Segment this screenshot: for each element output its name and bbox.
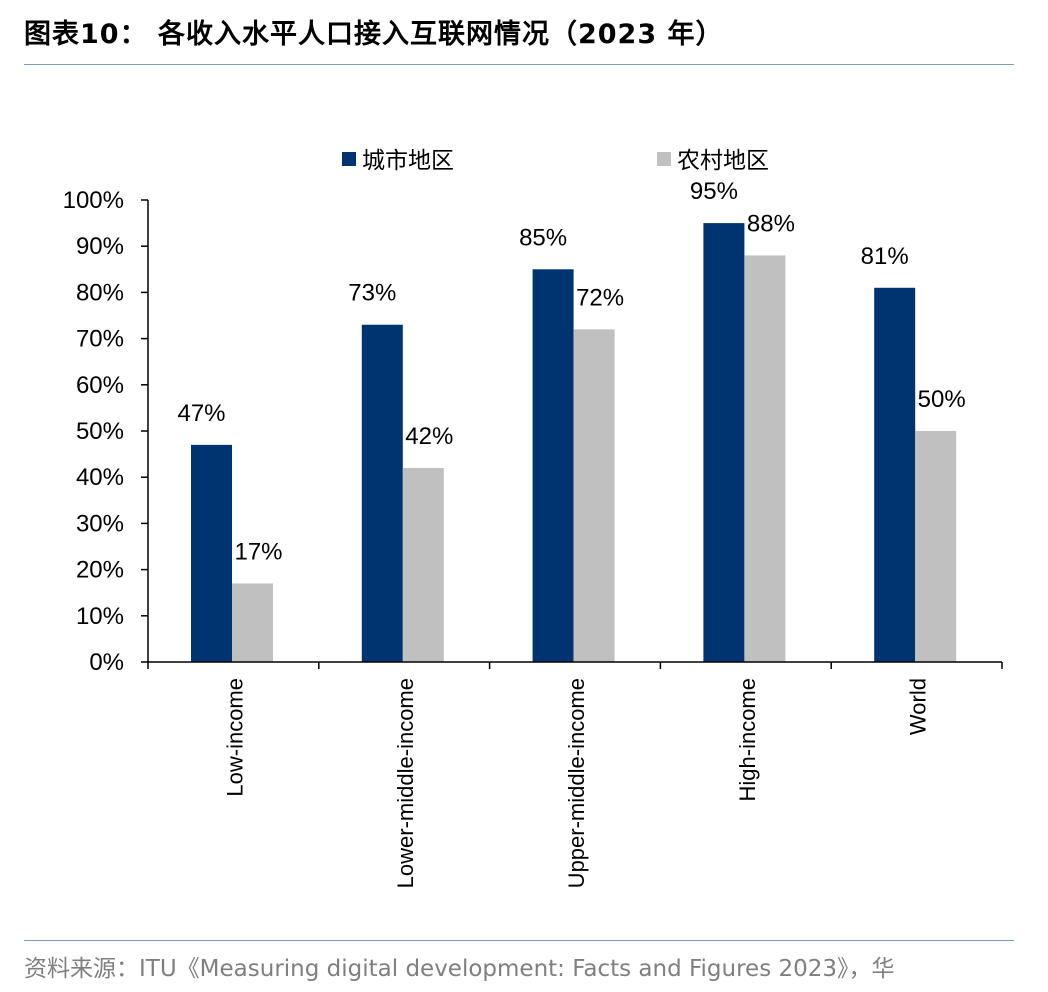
legend-swatch-rural [657,152,671,166]
bar-urban [361,324,403,662]
legend-label-rural: 农村地区 [677,148,769,174]
y-tick-label: 100% [63,187,124,214]
title-divider [24,64,1014,65]
bar-chart: 城市地区 农村地区 0% 10% 20% 30% 40% 50% 60% 70% 80% 90% 10… [63,148,1003,888]
bar-urban [191,444,232,662]
bar-rural [573,329,615,662]
legend: 城市地区 农村地区 [342,148,769,174]
y-tick-label: 20% [76,557,124,584]
y-axis: 0% 10% 20% 30% 40% 50% 60% 70% 80% 90% 100% [63,187,149,676]
x-category-label: Lower-middle-income [393,678,418,888]
bar-urban [532,269,574,662]
bars [191,223,957,662]
bar-rural [232,583,273,662]
data-label: 47% [177,400,225,427]
y-tick-label: 10% [76,603,124,630]
y-tick-label: 70% [76,326,124,353]
bar-rural [402,467,444,662]
data-labels: 47% 73% 85% 95% 81% 17% 42% 72% 88% 50% [177,178,965,565]
legend-label-urban: 城市地区 [362,148,454,174]
x-category-label: Low-income [222,678,247,797]
y-tick-label: 90% [76,233,124,260]
x-category-label: High-income [735,678,760,802]
data-label: 95% [690,178,738,205]
bar-urban [703,223,745,662]
bar-rural [744,255,786,662]
source-note: 资料来源：ITU《Measuring digital development: … [24,956,895,982]
y-tick-label: 30% [76,510,124,537]
data-label: 85% [519,224,567,251]
data-label: 73% [348,280,396,307]
y-tick-label: 40% [76,464,124,491]
bar-rural [915,431,957,662]
data-label: 72% [576,284,624,311]
data-label: 42% [405,423,453,450]
x-category-label: World [906,678,931,735]
y-tick-label: 80% [76,279,124,306]
figure-title: 图表10： 各收入水平人口接入互联网情况（2023 年） [24,19,724,50]
x-axis: Low-income Lower-middle-income Upper-middl… [147,661,1003,888]
y-tick-label: 50% [76,418,124,445]
y-tick-label: 0% [89,649,124,676]
data-label: 50% [918,386,966,413]
legend-swatch-urban [342,152,356,166]
data-label: 88% [747,210,795,237]
data-label: 17% [234,538,282,565]
data-label: 81% [861,243,909,270]
y-tick-label: 60% [76,372,124,399]
bar-urban [874,287,916,662]
source-divider [24,940,1014,941]
x-category-label: Upper-middle-income [564,678,589,888]
